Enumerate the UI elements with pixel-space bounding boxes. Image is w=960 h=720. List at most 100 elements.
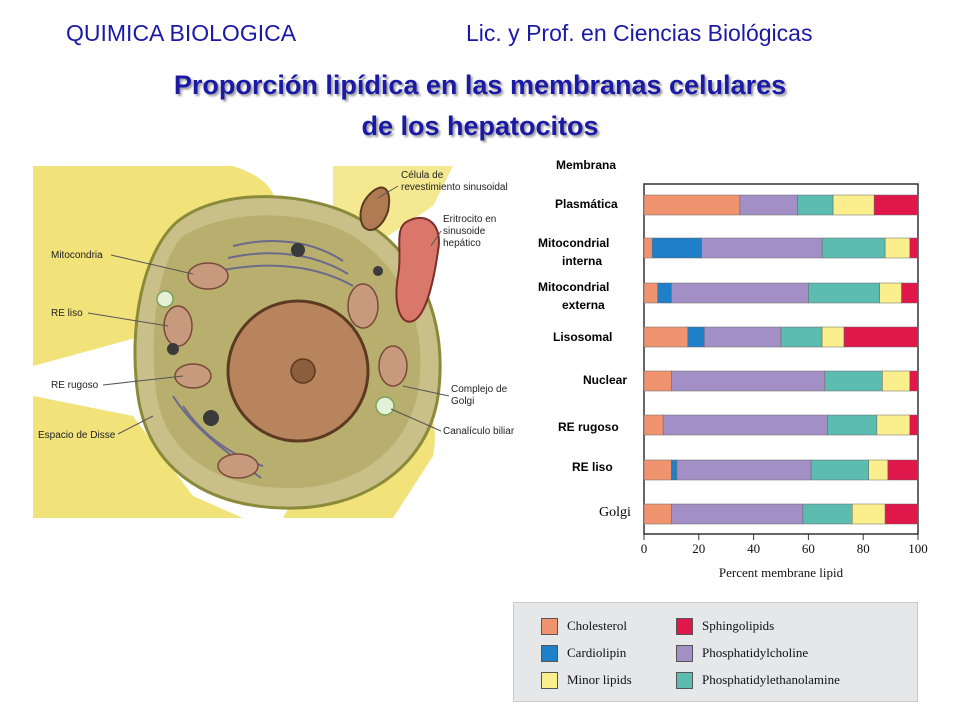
legend-label-phosphatidylethanolamine: Phosphatidylethanolamine	[702, 672, 840, 687]
legend-swatch-minor-lipids	[541, 671, 558, 689]
legend-label-phosphatidylcholine: Phosphatidylcholine	[702, 645, 809, 660]
erythrocyte	[395, 216, 440, 323]
bar-segment-lisosomal-phosphatidylethanolamine	[780, 326, 823, 348]
bar-segment-mitocondrial-interna-phosphatidylcholine	[701, 237, 823, 259]
x-tick-label-80: 80	[857, 541, 870, 556]
lipid-droplets	[167, 243, 383, 426]
bar-segment-golgi-phosphatidylcholine	[671, 503, 804, 525]
category-label-mito-ext-2: externa	[562, 298, 605, 312]
bar-segment-re-rugoso-phosphatidylcholine	[662, 414, 828, 436]
bar-segment-mitocondrial-externa-phosphatidylcholine	[671, 282, 809, 304]
legend-swatch-cardiolipin	[541, 644, 558, 662]
category-label-mito-int-2: interna	[562, 254, 603, 268]
label-espacio-disse: Espacio de Disse	[38, 430, 116, 441]
label-leader-lines	[87, 185, 450, 435]
legend-item-phosphatidylcholine: Phosphatidylcholine	[676, 643, 808, 663]
slide-title-line-1: Proporción lipídica en las membranas cel…	[173, 70, 787, 100]
bar-segment-nuclear-minor-lipids	[882, 370, 911, 392]
header-degree-title: Lic. y Prof. en Ciencias Biológicas	[466, 20, 813, 46]
label-golgi-2: Golgi	[451, 396, 474, 407]
bar-segment-re-liso-phosphatidylcholine	[676, 459, 812, 481]
bar-segment-re-liso-minor-lipids	[868, 459, 889, 481]
x-tick-label-60: 60	[802, 541, 815, 556]
category-label-re-rugoso: RE rugoso	[558, 420, 619, 434]
category-label-nuclear: Nuclear	[583, 373, 628, 387]
label-golgi-1: Complejo de	[451, 384, 508, 395]
x-tick-label-20: 20	[692, 541, 705, 556]
legend-swatch-sphingolipids	[676, 617, 693, 635]
bar-segment-plasm-tica-cholesterol	[643, 194, 741, 216]
bar-segment-golgi-cholesterol	[643, 503, 672, 525]
bar-segment-mitocondrial-interna-cholesterol	[643, 237, 653, 259]
legend-label-cholesterol: Cholesterol	[567, 618, 627, 633]
bar-segment-lisosomal-sphingolipids	[843, 326, 919, 348]
slide-title-line-2: de los hepatocitos	[361, 111, 599, 141]
bar-segment-plasm-tica-minor-lipids	[832, 194, 875, 216]
label-eritrocito-2: sinusoide	[443, 226, 486, 237]
label-re-liso: RE liso	[51, 308, 83, 319]
bar-segment-re-liso-cardiolipin	[671, 459, 678, 481]
bar-segment-golgi-phosphatidylethanolamine	[802, 503, 853, 525]
plot-frame	[643, 183, 919, 535]
bar-segment-plasm-tica-phosphatidylethanolamine	[797, 194, 834, 216]
label-celula-1: Célula de	[401, 170, 444, 181]
bar-segment-nuclear-phosphatidylethanolamine	[824, 370, 883, 392]
bar-segment-golgi-minor-lipids	[851, 503, 886, 525]
label-canaliculo: Canalículo biliar	[443, 426, 515, 437]
label-eritrocito-3: hepático	[443, 238, 481, 249]
bar-segment-mitocondrial-externa-cholesterol	[643, 282, 658, 304]
bar-segment-plasm-tica-sphingolipids	[873, 194, 919, 216]
bar-segment-nuclear-phosphatidylcholine	[671, 370, 826, 392]
sinusoid-space-bottom-left	[33, 396, 243, 518]
bar-segment-re-rugoso-phosphatidylethanolamine	[827, 414, 878, 436]
x-tick-label-0: 0	[641, 541, 648, 556]
bar-segment-nuclear-cholesterol	[643, 370, 672, 392]
bar-segment-re-rugoso-cholesterol	[643, 414, 664, 436]
x-tick-label-100: 100	[908, 541, 928, 556]
bar-segment-mitocondrial-externa-sphingolipids	[901, 282, 919, 304]
bar-segment-re-rugoso-minor-lipids	[876, 414, 911, 436]
mitochondria	[163, 262, 408, 479]
category-label-membrana: Membrana	[556, 158, 617, 172]
bar-segment-mitocondrial-interna-minor-lipids	[884, 237, 911, 259]
legend-label-sphingolipids: Sphingolipids	[702, 618, 775, 633]
bar-segment-lisosomal-minor-lipids	[821, 326, 845, 348]
legend-label-minor-lipids: Minor lipids	[567, 672, 632, 687]
category-label-lisosomal: Lisosomal	[553, 330, 613, 344]
legend-swatch-cholesterol	[541, 617, 558, 635]
hepatocyte-illustration: Mitocondria RE liso RE rugoso Espacio de…	[33, 166, 536, 518]
x-axis-title: Percent membrane lipid	[719, 565, 844, 580]
bar-segment-golgi-sphingolipids	[884, 503, 919, 525]
bar-segment-mitocondrial-externa-phosphatidylethanolamine	[808, 282, 880, 304]
bar-segment-mitocondrial-interna-cardiolipin	[651, 237, 702, 259]
bar-segment-lisosomal-cholesterol	[643, 326, 689, 348]
legend-item-cardiolipin: Cardiolipin	[541, 643, 626, 663]
bile-canaliculus	[156, 290, 395, 416]
category-label-golgi: Golgi	[599, 505, 631, 520]
bar-segment-re-liso-cholesterol	[643, 459, 672, 481]
category-label-plasmatica: Plasmática	[555, 197, 618, 211]
bar-segment-mitocondrial-externa-cardiolipin	[657, 282, 672, 304]
bar-segment-re-liso-sphingolipids	[887, 459, 919, 481]
category-label-mito-ext-1: Mitocondrial	[538, 280, 610, 294]
legend-label-cardiolipin: Cardiolipin	[567, 645, 627, 660]
bar-segment-plasm-tica-phosphatidylcholine	[739, 194, 798, 216]
nucleolus	[290, 358, 316, 384]
legend-item-sphingolipids: Sphingolipids	[676, 616, 774, 636]
bar-segment-nuclear-sphingolipids	[909, 370, 919, 392]
legend-swatch-phosphatidylcholine	[676, 644, 693, 662]
bar-segment-mitocondrial-interna-phosphatidylethanolamine	[821, 237, 886, 259]
category-label-mito-int-1: Mitocondrial	[538, 236, 610, 250]
label-mitocondria: Mitocondria	[51, 250, 103, 261]
rough-er-strands	[172, 240, 354, 479]
sinusoidal-lining-cell	[359, 186, 391, 231]
legend-item-cholesterol: Cholesterol	[541, 616, 627, 636]
legend-item-phosphatidylethanolamine: Phosphatidylethanolamine	[676, 670, 840, 690]
legend-item-minor-lipids: Minor lipids	[541, 670, 632, 690]
category-label-re-liso: RE liso	[572, 460, 613, 474]
bar-segment-re-rugoso-sphingolipids	[909, 414, 919, 436]
header-course-title: QUIMICA BIOLOGICA	[66, 20, 297, 46]
x-tick-label-40: 40	[747, 541, 760, 556]
label-eritrocito-1: Eritrocito en	[443, 214, 496, 225]
